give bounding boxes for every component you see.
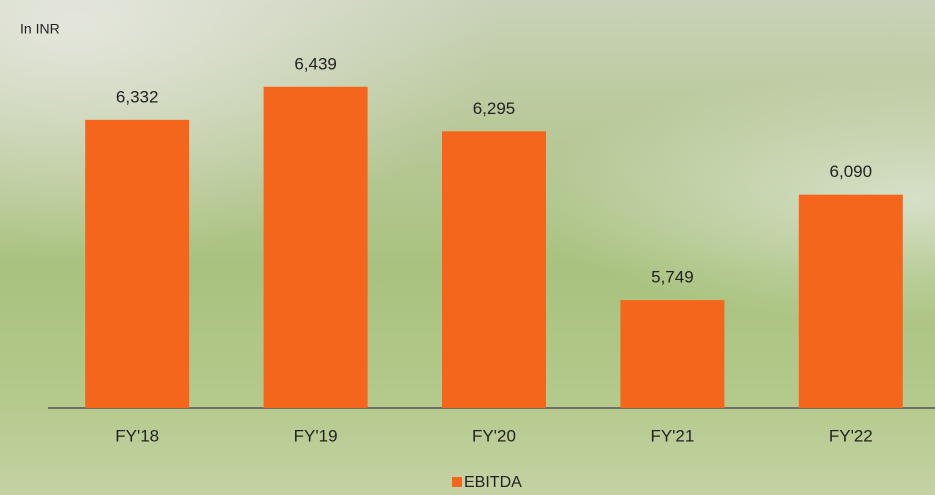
x-tick-label: FY'21 <box>650 426 694 445</box>
bar <box>442 131 546 408</box>
legend-swatch <box>452 477 462 487</box>
bar <box>264 87 368 408</box>
bar <box>85 120 189 408</box>
page: In INR FY'18 FY'19 FY'20 FY'21 FY'22 6,332 6,4… <box>0 0 935 495</box>
chart: In INR FY'18 FY'19 FY'20 FY'21 FY'22 6,332 6,4… <box>0 0 935 495</box>
x-tick-label: FY'20 <box>472 426 516 445</box>
x-tick-label: FY'18 <box>115 426 159 445</box>
value-label: 5,749 <box>651 268 694 287</box>
value-label: 6,332 <box>116 87 159 106</box>
x-tick-label: FY'22 <box>829 426 873 445</box>
legend-label: EBITDA <box>464 474 522 491</box>
unit-label: In INR <box>20 21 60 37</box>
value-label: 6,090 <box>830 162 873 181</box>
bar <box>799 195 903 408</box>
value-label: 6,439 <box>294 54 337 73</box>
value-label: 6,295 <box>473 99 516 118</box>
x-tick-label: FY'19 <box>294 426 338 445</box>
bar <box>620 300 724 408</box>
